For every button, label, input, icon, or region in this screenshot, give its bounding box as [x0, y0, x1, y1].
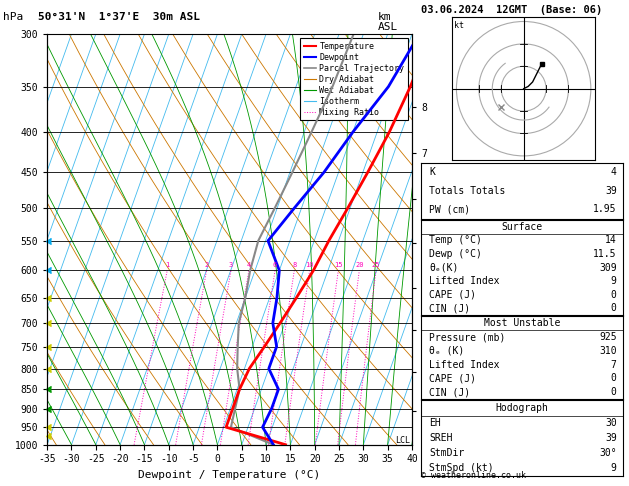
Text: 2: 2 [204, 261, 209, 268]
Text: 310: 310 [599, 346, 616, 356]
Text: Lifted Index: Lifted Index [430, 360, 500, 369]
Text: CAPE (J): CAPE (J) [430, 373, 477, 383]
Text: CIN (J): CIN (J) [430, 303, 470, 313]
Text: CAPE (J): CAPE (J) [430, 290, 477, 300]
Text: 14: 14 [605, 235, 616, 245]
Text: 03.06.2024  12GMT  (Base: 06): 03.06.2024 12GMT (Base: 06) [421, 5, 603, 15]
Text: 7: 7 [611, 360, 616, 369]
Text: 39: 39 [605, 433, 616, 443]
Text: LCL: LCL [396, 436, 411, 445]
Text: StmDir: StmDir [430, 448, 465, 458]
Text: Surface: Surface [501, 222, 543, 232]
Text: 925: 925 [599, 332, 616, 342]
Text: 30°: 30° [599, 448, 616, 458]
Text: 4: 4 [611, 167, 616, 177]
Text: 30: 30 [605, 418, 616, 428]
Text: EH: EH [430, 418, 441, 428]
Text: 8: 8 [292, 261, 296, 268]
Text: hPa: hPa [3, 12, 23, 22]
Text: 4: 4 [247, 261, 251, 268]
Text: kt: kt [454, 21, 464, 31]
Text: ASL: ASL [377, 22, 398, 32]
Text: 11.5: 11.5 [593, 249, 616, 259]
Text: Mixing Ratio (g/kg): Mixing Ratio (g/kg) [456, 184, 465, 295]
Text: CIN (J): CIN (J) [430, 387, 470, 397]
Text: 1: 1 [165, 261, 169, 268]
Text: 6: 6 [273, 261, 277, 268]
Text: km: km [377, 12, 391, 22]
Text: Pressure (mb): Pressure (mb) [430, 332, 506, 342]
Text: 25: 25 [372, 261, 381, 268]
Text: K: K [430, 167, 435, 177]
Text: Hodograph: Hodograph [496, 403, 548, 413]
Text: 10: 10 [305, 261, 314, 268]
Text: 309: 309 [599, 262, 616, 273]
Text: Dewp (°C): Dewp (°C) [430, 249, 482, 259]
Text: 0: 0 [611, 373, 616, 383]
Text: Totals Totals: Totals Totals [430, 186, 506, 196]
Text: θₑ (K): θₑ (K) [430, 346, 465, 356]
Text: 39: 39 [605, 186, 616, 196]
Text: SREH: SREH [430, 433, 453, 443]
Text: StmSpd (kt): StmSpd (kt) [430, 463, 494, 473]
Text: PW (cm): PW (cm) [430, 205, 470, 214]
Text: θₑ(K): θₑ(K) [430, 262, 459, 273]
Text: 9: 9 [611, 276, 616, 286]
Text: Temp (°C): Temp (°C) [430, 235, 482, 245]
Text: 20: 20 [355, 261, 364, 268]
Text: 0: 0 [611, 303, 616, 313]
Text: 9: 9 [611, 463, 616, 473]
Text: 3: 3 [229, 261, 233, 268]
Text: Lifted Index: Lifted Index [430, 276, 500, 286]
Text: 15: 15 [334, 261, 343, 268]
Text: 1.95: 1.95 [593, 205, 616, 214]
Text: 0: 0 [611, 387, 616, 397]
X-axis label: Dewpoint / Temperature (°C): Dewpoint / Temperature (°C) [138, 470, 321, 480]
Text: © weatheronline.co.uk: © weatheronline.co.uk [421, 471, 526, 480]
Legend: Temperature, Dewpoint, Parcel Trajectory, Dry Adiabat, Wet Adiabat, Isotherm, Mi: Temperature, Dewpoint, Parcel Trajectory… [300, 38, 408, 121]
Text: Most Unstable: Most Unstable [484, 318, 560, 328]
Text: 0: 0 [611, 290, 616, 300]
Text: 50°31'N  1°37'E  30m ASL: 50°31'N 1°37'E 30m ASL [38, 12, 200, 22]
